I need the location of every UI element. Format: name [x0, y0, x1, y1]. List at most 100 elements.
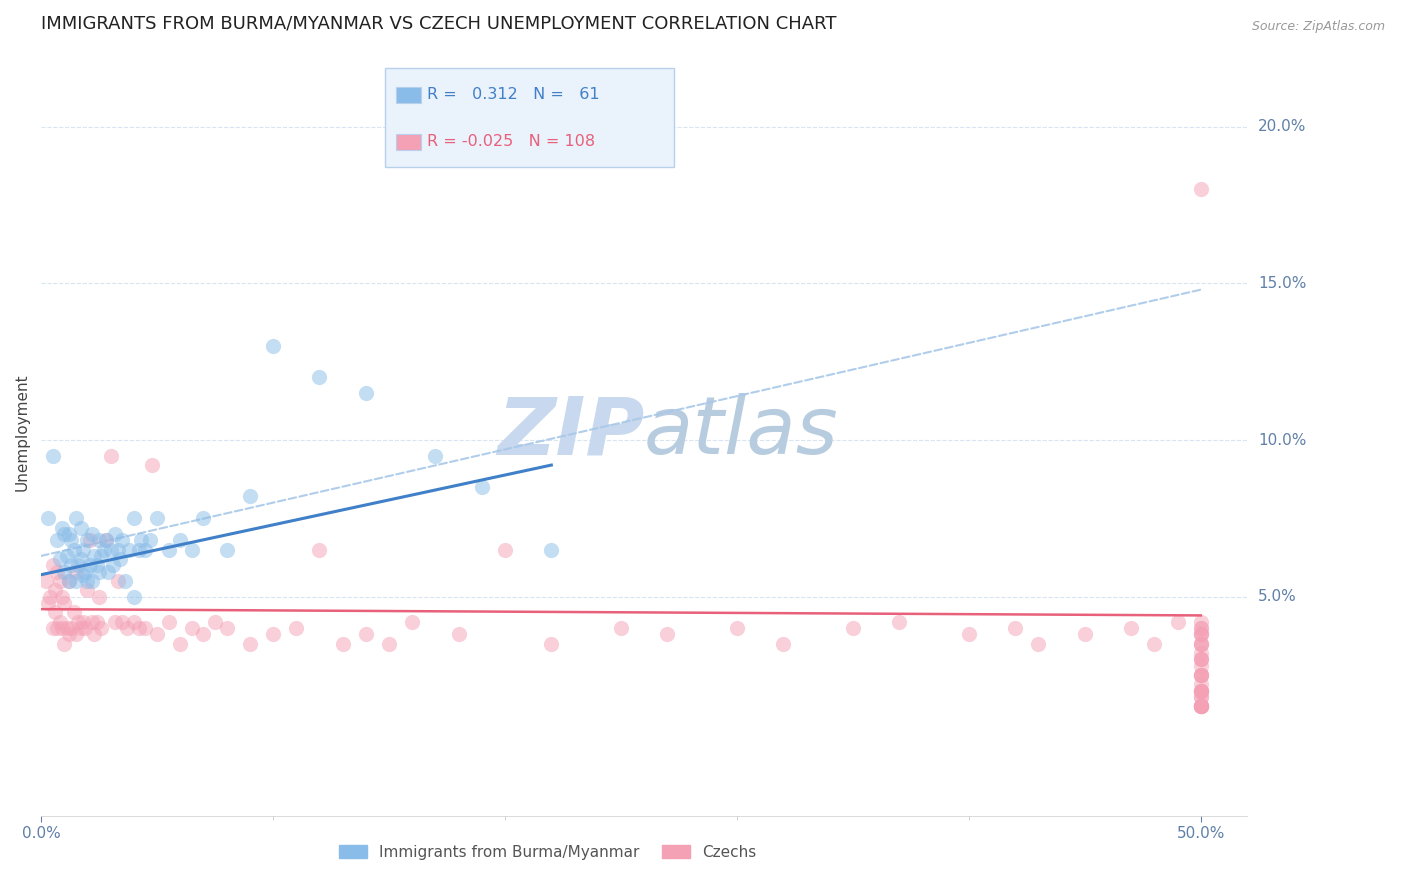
Point — [87, 565, 110, 579]
Point — [128, 621, 150, 635]
Point — [107, 542, 129, 557]
Point — [1189, 699, 1212, 714]
Point — [285, 621, 308, 635]
Point — [146, 627, 169, 641]
Point — [1167, 615, 1189, 629]
Point — [65, 511, 87, 525]
Point — [100, 542, 122, 557]
Point — [1189, 683, 1212, 698]
Y-axis label: Unemployment: Unemployment — [15, 374, 30, 491]
Point — [725, 621, 748, 635]
Point — [262, 339, 284, 353]
Point — [94, 533, 117, 548]
Point — [62, 605, 84, 619]
Point — [540, 637, 562, 651]
Point — [53, 637, 76, 651]
Point — [1189, 690, 1212, 704]
Point — [67, 558, 90, 573]
Point — [1189, 668, 1212, 682]
Point — [889, 615, 911, 629]
Point — [239, 489, 262, 503]
Point — [65, 565, 87, 579]
Text: atlas: atlas — [644, 393, 839, 471]
Point — [53, 565, 76, 579]
Point — [48, 574, 70, 588]
Point — [141, 458, 163, 472]
Text: 20.0%: 20.0% — [1258, 120, 1306, 135]
Point — [169, 637, 191, 651]
Point — [51, 590, 73, 604]
Point — [76, 533, 98, 548]
Point — [100, 449, 122, 463]
Point — [79, 558, 101, 573]
Point — [157, 615, 180, 629]
Point — [76, 583, 98, 598]
Point — [1074, 627, 1097, 641]
Text: R = -0.025   N = 108: R = -0.025 N = 108 — [427, 134, 595, 149]
Point — [204, 615, 226, 629]
Point — [72, 615, 94, 629]
Point — [72, 542, 94, 557]
Point — [65, 574, 87, 588]
Point — [83, 549, 105, 563]
Point — [93, 542, 115, 557]
Point — [87, 590, 110, 604]
Point — [41, 621, 63, 635]
Point — [1189, 652, 1212, 666]
Point — [1189, 699, 1212, 714]
Point — [111, 615, 134, 629]
Point — [354, 386, 377, 401]
Point — [53, 527, 76, 541]
Point — [1028, 637, 1050, 651]
Point — [101, 558, 124, 573]
Point — [1143, 637, 1166, 651]
Point — [1121, 621, 1143, 635]
Point — [48, 615, 70, 629]
Point — [425, 449, 447, 463]
Point — [41, 558, 63, 573]
Point — [111, 533, 134, 548]
Point — [1189, 646, 1212, 660]
Text: Source: ZipAtlas.com: Source: ZipAtlas.com — [1251, 20, 1385, 33]
Text: 10.0%: 10.0% — [1258, 433, 1306, 448]
Point — [1189, 683, 1212, 698]
Point — [122, 615, 145, 629]
Point — [94, 533, 117, 548]
Point — [401, 615, 423, 629]
Point — [46, 621, 69, 635]
Point — [610, 621, 633, 635]
Point — [157, 542, 180, 557]
Point — [772, 637, 794, 651]
Point — [332, 637, 354, 651]
Point — [1189, 677, 1212, 691]
Point — [378, 637, 401, 651]
Text: 15.0%: 15.0% — [1258, 276, 1306, 291]
Point — [72, 567, 94, 582]
Point — [1189, 668, 1212, 682]
Point — [35, 574, 58, 588]
Point — [215, 542, 238, 557]
Point — [82, 527, 104, 541]
Point — [308, 542, 330, 557]
Text: IMMIGRANTS FROM BURMA/MYANMAR VS CZECH UNEMPLOYMENT CORRELATION CHART: IMMIGRANTS FROM BURMA/MYANMAR VS CZECH U… — [41, 15, 837, 33]
Point — [122, 590, 145, 604]
Point — [51, 521, 73, 535]
Point — [86, 615, 108, 629]
Point — [1189, 699, 1212, 714]
Point — [75, 565, 97, 579]
Point — [1189, 637, 1212, 651]
Point — [1189, 627, 1212, 641]
Point — [1189, 627, 1212, 641]
Point — [76, 574, 98, 588]
Point — [1189, 690, 1212, 704]
Point — [118, 542, 141, 557]
Point — [1189, 683, 1212, 698]
Point — [1189, 699, 1212, 714]
Point — [104, 615, 127, 629]
Point — [1189, 615, 1212, 629]
Point — [53, 596, 76, 610]
Point — [60, 558, 83, 573]
Point — [67, 615, 90, 629]
Point — [1189, 652, 1212, 666]
Point — [1004, 621, 1026, 635]
